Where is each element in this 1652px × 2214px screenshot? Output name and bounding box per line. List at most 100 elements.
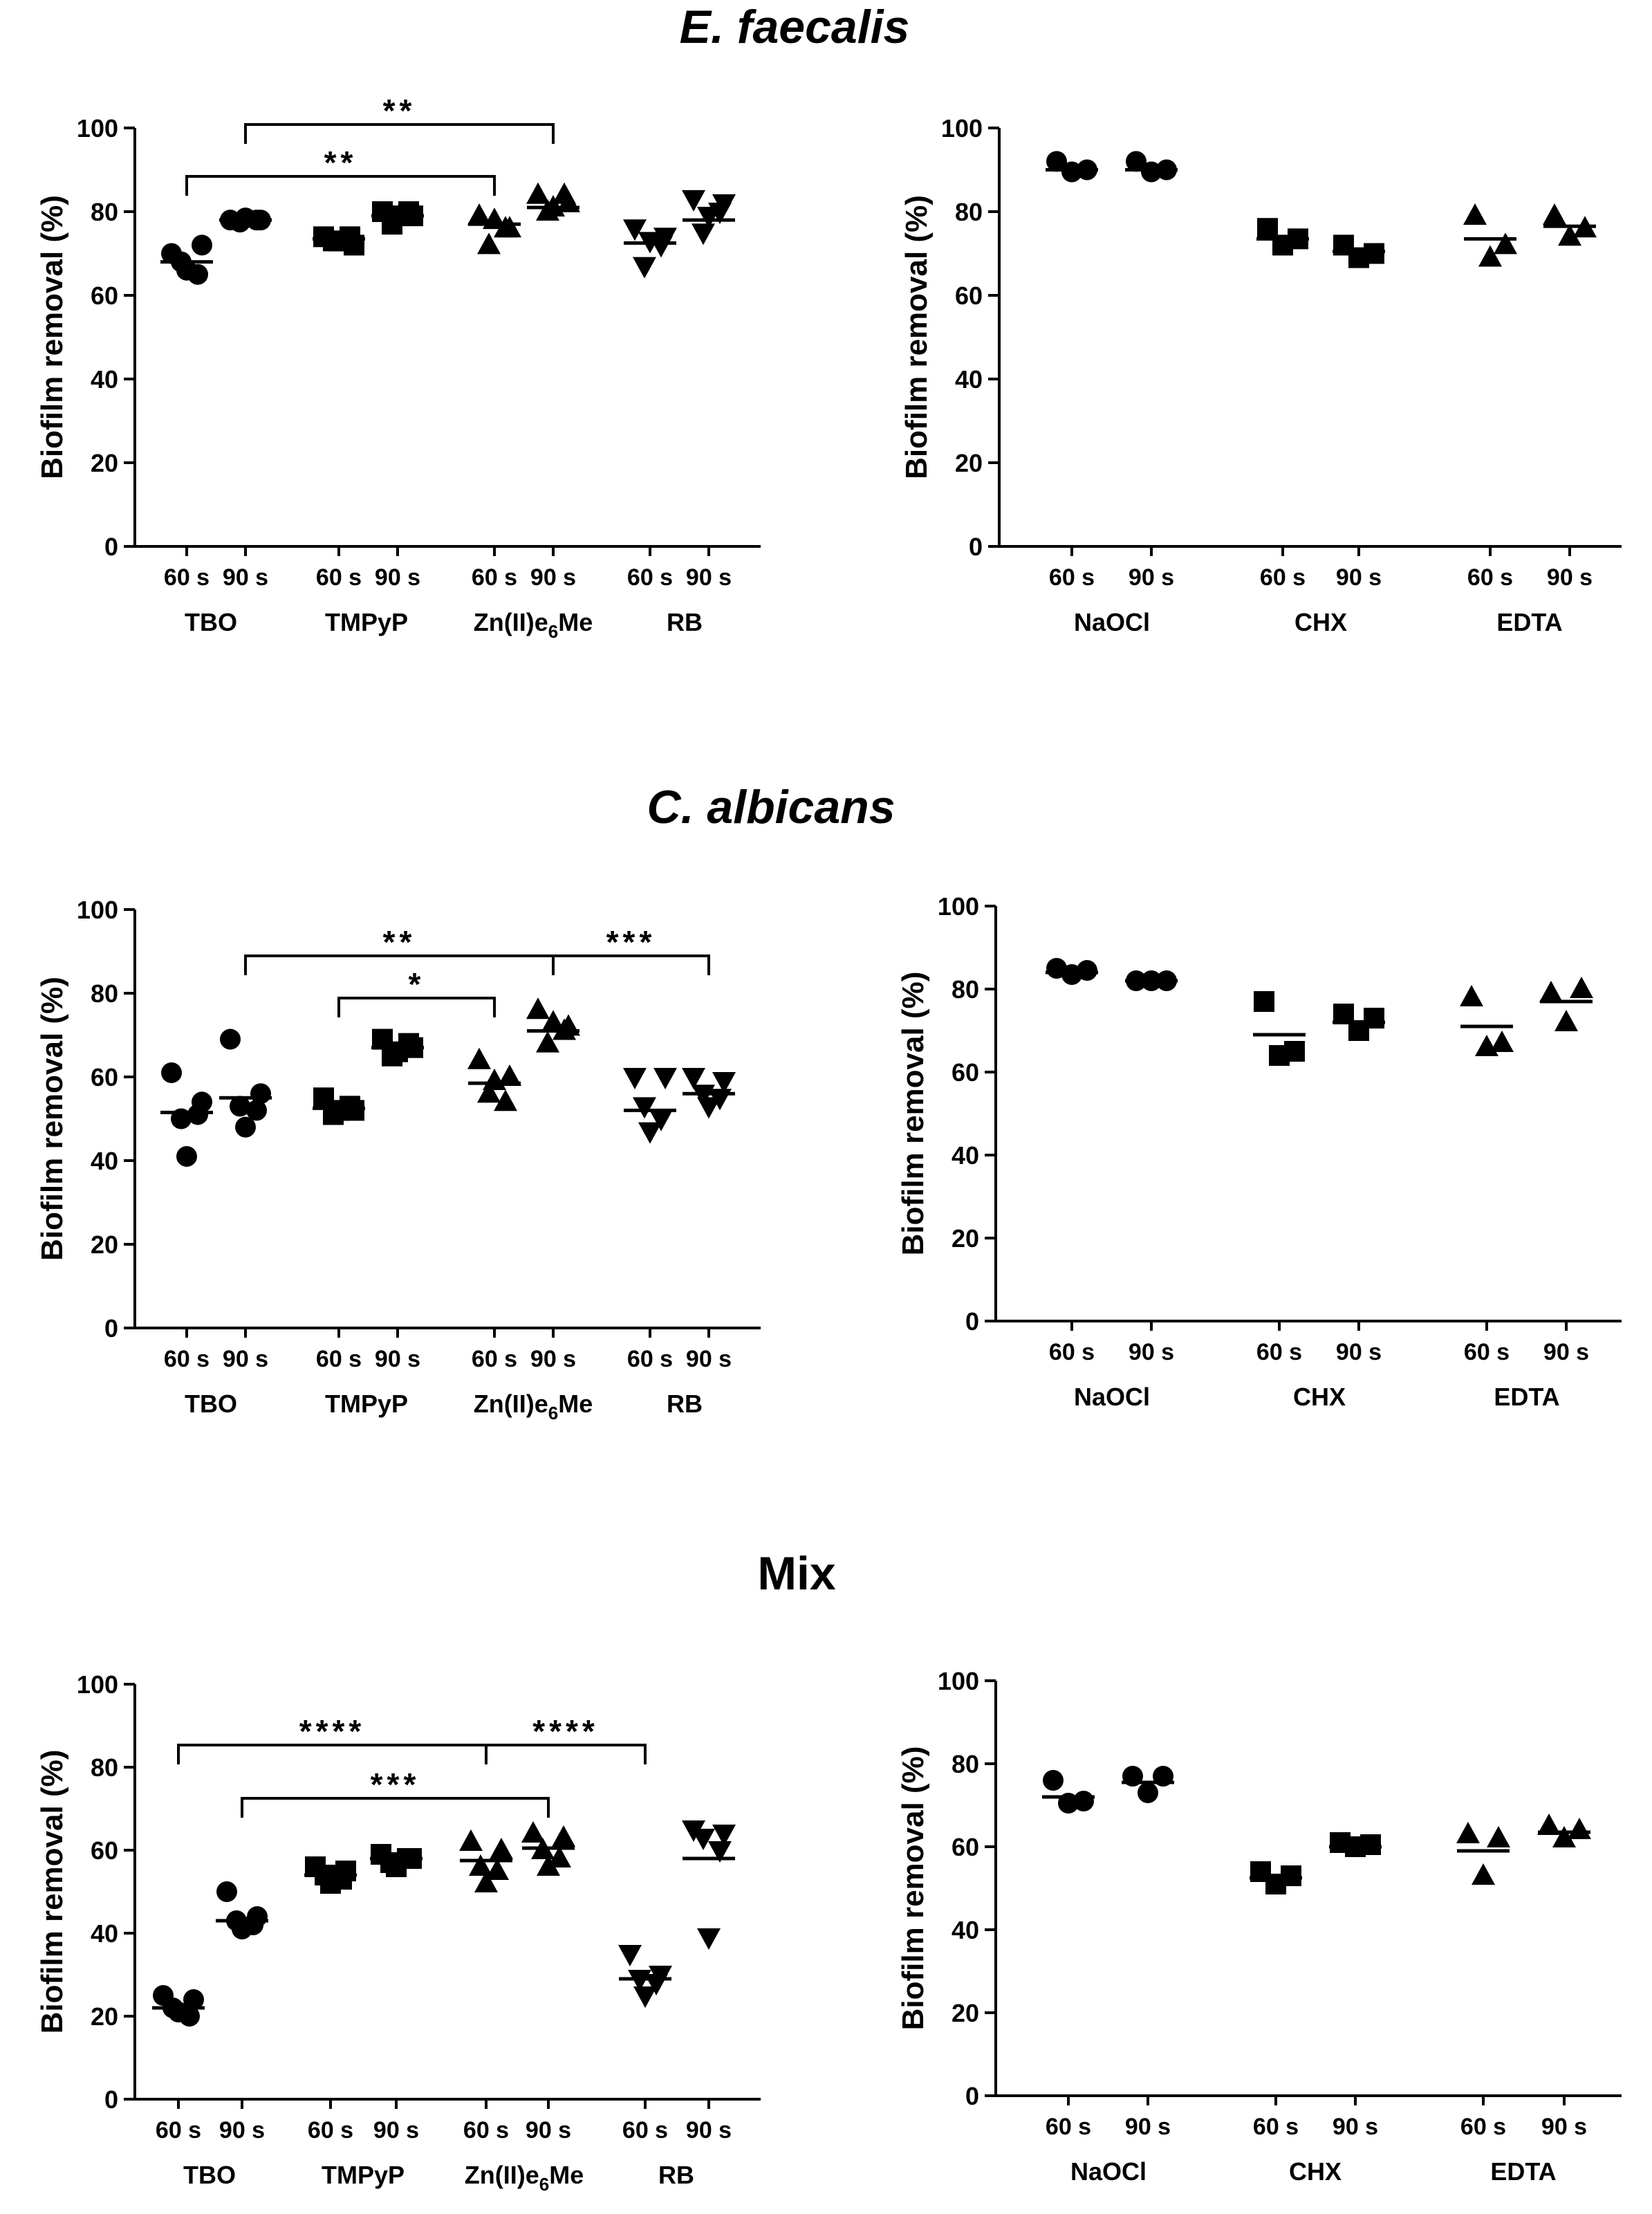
data-point: [494, 216, 517, 238]
data-point: [485, 1858, 509, 1880]
y-tick-label: 100: [938, 892, 979, 921]
y-axis-title: Biofilm removal (%): [896, 972, 930, 1256]
data-point: [1460, 985, 1483, 1006]
data-point: [469, 1854, 492, 1876]
data-point: [467, 1047, 491, 1069]
group-label: RB: [667, 1390, 703, 1418]
x-tick-label: 90 s: [686, 1346, 732, 1372]
data-point: [552, 1825, 575, 1847]
data-point: [187, 1104, 208, 1125]
significance-bracket: [241, 1797, 550, 1818]
y-tick-label: 60: [91, 1836, 118, 1865]
data-point: [1126, 151, 1147, 172]
y-tick-label: 0: [104, 533, 118, 561]
data-point: [1061, 161, 1082, 183]
y-axis-title: Biofilm removal (%): [896, 1746, 930, 2031]
data-point: [553, 182, 576, 204]
data-point: [1046, 151, 1067, 172]
x-tick-label: 60 s: [1260, 564, 1306, 591]
x-tick-label: 90 s: [1125, 2114, 1171, 2140]
y-tick-label: 80: [91, 979, 118, 1008]
group-label: TBO: [183, 2161, 236, 2189]
group-label: EDTA: [1490, 2157, 1556, 2186]
data-point: [494, 1089, 517, 1111]
data-point: [1043, 1770, 1064, 1791]
y-tick-label: 80: [91, 198, 118, 226]
data-point: [692, 223, 715, 246]
data-point: [1456, 1822, 1480, 1843]
data-point: [682, 1068, 705, 1089]
data-point: [1141, 161, 1162, 183]
chart-ef-pdt: 0 20 40 60 80 100 Biofilm removal (%) 60 s 90 s 6…: [35, 93, 761, 642]
significance-label: ***: [606, 924, 656, 960]
data-point: [633, 1097, 656, 1119]
y-tick-label: 80: [91, 1753, 118, 1782]
data-point: [328, 1100, 349, 1121]
x-tick-label: 90 s: [223, 564, 268, 591]
data-point: [526, 997, 550, 1020]
data-point: [623, 219, 647, 241]
x-tick-label: 90 s: [1333, 2114, 1378, 2140]
data-point: [682, 190, 705, 212]
row-title-mix: Mix: [757, 1547, 836, 1600]
x-tick-label: 90 s: [530, 1346, 576, 1372]
data-point: [623, 1068, 647, 1089]
x-tick-label: 60 s: [1460, 2114, 1506, 2140]
significance-bracket: [485, 1744, 647, 1764]
data-point: [1463, 203, 1487, 225]
data-point: [1570, 977, 1593, 998]
group-label: RB: [658, 2161, 694, 2189]
y-axis-title: Biofilm removal (%): [35, 195, 69, 479]
data-point: [692, 1829, 715, 1850]
x-tick-label: 60 s: [627, 1346, 673, 1372]
data-point: [1552, 1826, 1576, 1847]
x-tick-label: 60 s: [472, 564, 517, 591]
data-point: [328, 230, 349, 252]
x-tick-label: 90 s: [1543, 1339, 1589, 1365]
significance-label: ****: [299, 1713, 366, 1749]
row-title-e-faecalis: E. faecalis: [680, 1, 910, 53]
data-point: [1364, 1008, 1384, 1028]
data-point: [653, 1068, 677, 1089]
data-point: [168, 2002, 189, 2022]
y-tick-label: 0: [965, 1307, 979, 1336]
data-point: [536, 1031, 559, 1053]
x-tick-label: 60 s: [156, 2117, 201, 2143]
chart-mix-ctrl: 0 20 40 60 80 100 Biofilm removal (%) 60 s 90 s 6…: [896, 1667, 1622, 2186]
x-tick-label: 90 s: [686, 2117, 732, 2143]
x-tick-label: 90 s: [375, 1346, 420, 1372]
data-point: [548, 1846, 571, 1867]
x-tick-label: 90 s: [530, 564, 576, 591]
data-point: [633, 257, 656, 279]
chart-ef-ctrl: 0 20 40 60 80 100 Biofilm removal (%) 60 s 90 s 6…: [900, 114, 1622, 636]
data-point: [1568, 1818, 1591, 1839]
y-tick-label: 80: [955, 198, 983, 226]
significance-label: ****: [532, 1713, 599, 1749]
y-tick-label: 0: [104, 2085, 118, 2114]
data-point: [526, 182, 550, 204]
y-axis-title: Biofilm removal (%): [35, 1750, 69, 2034]
x-tick-label: 60 s: [463, 2117, 509, 2143]
x-tick-label: 90 s: [1129, 1339, 1174, 1365]
y-tick-label: 20: [952, 1224, 979, 1253]
data-point: [498, 1064, 521, 1086]
x-tick-label: 90 s: [375, 564, 420, 591]
group-label: TMPyP: [322, 2161, 405, 2189]
data-point: [176, 1145, 197, 1167]
data-point: [477, 232, 501, 255]
x-tick-label: 90 s: [373, 2117, 419, 2143]
y-tick-label: 20: [91, 2002, 118, 2031]
data-point: [649, 1109, 673, 1132]
data-point: [537, 1854, 560, 1876]
y-tick-label: 40: [91, 1919, 118, 1948]
x-tick-label: 60 s: [1046, 2114, 1091, 2140]
x-tick-label: 60 s: [1253, 2114, 1299, 2140]
data-point: [1539, 981, 1563, 1002]
x-tick-label: 90 s: [1129, 564, 1174, 591]
data-point: [1543, 203, 1566, 225]
x-tick-label: 90 s: [526, 2117, 571, 2143]
significance-label: ***: [371, 1766, 420, 1802]
data-point: [1472, 1863, 1495, 1885]
x-tick-label: 60 s: [1256, 1339, 1302, 1365]
significance-label: **: [383, 924, 416, 960]
